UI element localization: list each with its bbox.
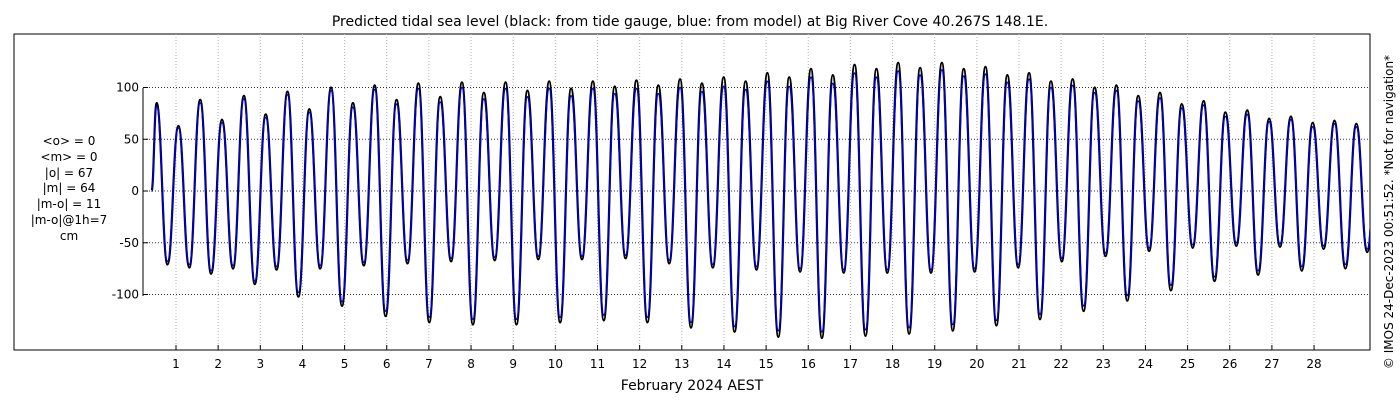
x-axis-label: February 2024 AEST <box>621 378 764 394</box>
x-tick-label: 2 <box>214 357 222 371</box>
stats-panel: <o> = 0 <m> = 0 |o| = 67 |m| = 64 |m-o| … <box>14 134 124 245</box>
plot-frame <box>13 33 1371 351</box>
series-group <box>150 61 1370 340</box>
stat-unit: cm <box>59 228 79 243</box>
y-tick-label: 50 <box>124 132 139 146</box>
y-axis: 100 50 0 -50 -100 <box>112 81 148 302</box>
y-tick-label: -100 <box>112 288 139 302</box>
y-tick-label: 0 <box>131 184 139 198</box>
x-tick-label: 24 <box>1138 357 1153 371</box>
x-tick-label: 14 <box>716 357 731 371</box>
x-tick-label: 26 <box>1222 357 1237 371</box>
x-tick-label: 4 <box>299 357 307 371</box>
x-tick-label: 20 <box>969 357 984 371</box>
x-tick-label: 12 <box>632 357 647 371</box>
chart-title: Predicted tidal sea level (black: from t… <box>332 14 1048 30</box>
x-tick-label: 23 <box>1096 357 1111 371</box>
stat-abs-diff: |m-o| = 11 <box>36 197 102 212</box>
x-tick-label: 6 <box>383 357 391 371</box>
gridlines <box>143 34 1370 350</box>
series-line-model <box>150 69 1370 333</box>
x-tick-label: 1 <box>172 357 180 371</box>
x-tick-label: 5 <box>341 357 349 371</box>
x-tick-label: 3 <box>256 357 264 371</box>
x-tick-label: 19 <box>927 357 942 371</box>
x-tick-label: 18 <box>885 357 900 371</box>
stat-mean-model: <m> = 0 <box>40 149 98 164</box>
x-tick-label: 17 <box>843 357 858 371</box>
x-axis: 1 2 3 4 5 6 7 8 9 10 11 12 13 14 15 16 17 18 19 20 21 22 23 24 2… <box>172 345 1322 371</box>
y-tick-label: -50 <box>119 236 139 250</box>
y-tick-label: 100 <box>116 81 139 95</box>
x-tick-label: 22 <box>1054 357 1069 371</box>
x-tick-label: 27 <box>1264 357 1279 371</box>
stat-mean-observed: <o> = 0 <box>42 134 96 148</box>
stat-abs-observed: |o| = 67 <box>44 165 94 180</box>
x-tick-label: 16 <box>801 357 816 371</box>
x-tick-label: 21 <box>1011 357 1026 371</box>
x-tick-label: 7 <box>425 357 433 371</box>
x-tick-label: 15 <box>758 357 773 371</box>
stat-abs-diff-1h: |m-o|@1h=7 <box>30 212 108 227</box>
stat-abs-model: |m| = 64 <box>42 181 96 196</box>
x-tick-label: 28 <box>1306 357 1321 371</box>
x-tick-label: 10 <box>548 357 563 371</box>
x-tick-label: 9 <box>509 357 517 371</box>
x-tick-label: 25 <box>1180 357 1195 371</box>
x-tick-label: 8 <box>467 357 475 371</box>
copyright-note: © IMOS 24-Dec-2023 00:51:52. *Not for na… <box>1382 55 1396 369</box>
x-tick-label: 11 <box>590 357 605 371</box>
x-tick-label: 13 <box>674 357 689 371</box>
